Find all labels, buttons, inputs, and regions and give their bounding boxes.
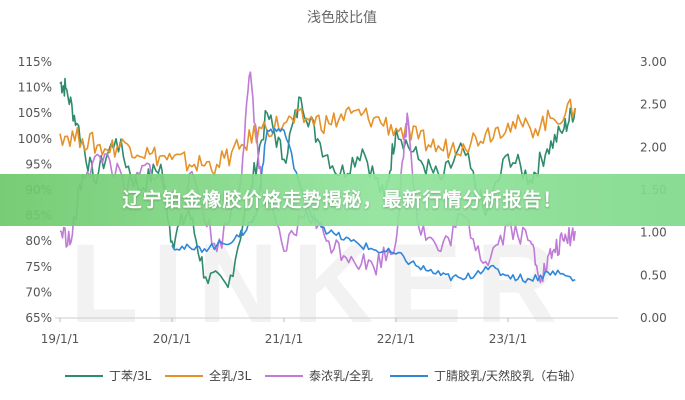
right-tick-label: 0.50 — [640, 268, 667, 282]
watermark-text: LINKER — [70, 221, 571, 346]
x-tick-label: 23/1/1 — [489, 332, 528, 346]
left-tick-label: 95% — [25, 157, 52, 171]
left-tick-label: 100% — [18, 132, 52, 146]
left-tick-label: 115% — [18, 55, 52, 69]
headline-banner-text: 辽宁铂金橡胶价格走势揭秘，最新行情分析报告！ — [122, 189, 563, 211]
right-tick-label: 2.00 — [640, 140, 667, 154]
headline-banner — [0, 174, 685, 226]
x-tick-label: 20/1/1 — [153, 332, 192, 346]
left-tick-label: 80% — [25, 234, 52, 248]
x-tick-label: 19/1/1 — [41, 332, 80, 346]
legend-label: 丁苯/3L — [109, 369, 152, 383]
left-tick-label: 75% — [25, 260, 52, 274]
legend-label: 丁腈胶乳/天然胶乳（右轴） — [434, 368, 582, 383]
axes-group: 115%110%105%100%95%90%85%80%75%70%65%3.0… — [18, 55, 667, 346]
legend: 丁苯/3L 全乳/3L 泰浓乳/全乳 丁腈胶乳/天然胶乳（右轴） — [65, 368, 582, 383]
left-tick-label: 65% — [25, 311, 52, 325]
left-tick-label: 70% — [25, 285, 52, 299]
chart-title: 浅色胶比值 — [307, 9, 377, 26]
series-line — [59, 98, 576, 176]
right-tick-label: 0.00 — [640, 311, 667, 325]
left-tick-label: 110% — [18, 81, 52, 95]
x-tick-label: 22/1/1 — [377, 332, 416, 346]
right-tick-label: 3.00 — [640, 55, 667, 69]
right-tick-label: 2.50 — [640, 98, 667, 112]
right-tick-label: 1.00 — [640, 226, 667, 240]
series-line — [171, 127, 576, 284]
legend-label: 泰浓乳/全乳 — [309, 368, 373, 383]
legend-label: 全乳/3L — [209, 368, 252, 383]
left-tick-label: 105% — [18, 106, 52, 120]
x-tick-label: 21/1/1 — [265, 332, 304, 346]
